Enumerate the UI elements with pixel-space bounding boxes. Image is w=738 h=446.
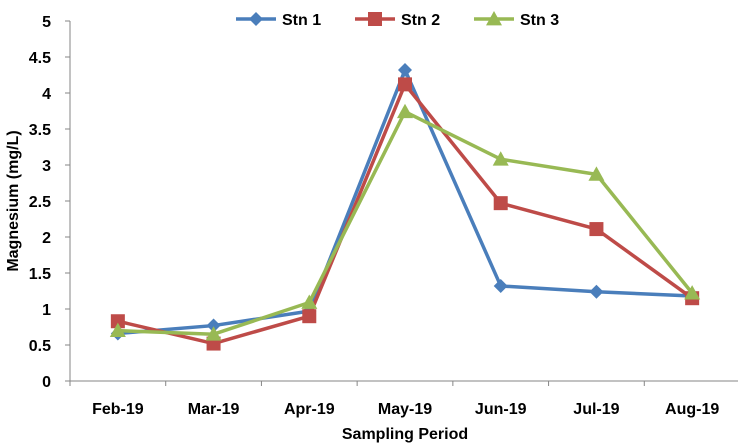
data-point [205, 326, 222, 341]
plot-area: 0 0.5 1 1.5 2 2.5 3 3.5 4 4.5 5 Feb-19 Mar-19 Apr-19… [29, 14, 738, 418]
legend-marker [368, 12, 382, 26]
data-point [398, 77, 412, 92]
y-tick-label: 2.5 [29, 194, 51, 211]
legend-label: Stn 2 [401, 12, 440, 29]
y-tick-label: 4 [42, 86, 51, 103]
series-layer [109, 62, 701, 351]
y-tick-label: 1 [42, 302, 51, 319]
data-point [589, 222, 604, 237]
x-tick-label: Apr-19 [284, 401, 335, 418]
data-point [398, 62, 412, 77]
x-axis-title: Sampling Period [342, 426, 468, 443]
data-point [589, 284, 604, 299]
data-point [301, 294, 318, 309]
y-tick-label: 5 [42, 14, 51, 31]
x-tick-label: Jul-19 [573, 401, 619, 418]
y-axis-ticks: 0 0.5 1 1.5 2 2.5 3 3.5 4 4.5 5 [29, 14, 70, 391]
x-tick-label: Mar-19 [188, 401, 240, 418]
data-point [493, 196, 508, 211]
y-tick-label: 2 [42, 230, 51, 247]
series-line [117, 109, 694, 336]
x-axis-ticks: Feb-19 Mar-19 Apr-19 May-19 Jun-19 Jul-19 Aug-… [69, 381, 719, 418]
legend: Stn 1 Stn 2 Stn 3 [236, 11, 559, 29]
data-point [109, 322, 126, 337]
y-tick-label: 4.5 [29, 50, 51, 67]
x-tick-label: May-19 [378, 401, 432, 418]
y-tick-label: 3.5 [29, 122, 51, 139]
x-tick-label: Jun-19 [475, 401, 527, 418]
data-point [302, 309, 317, 324]
data-point [206, 318, 221, 333]
data-point [492, 151, 509, 166]
y-tick-label: 1.5 [29, 266, 51, 283]
x-tick-label: Aug-19 [665, 401, 719, 418]
y-tick-label: 0 [42, 374, 51, 391]
data-point [110, 314, 125, 329]
legend-label: Stn 3 [520, 12, 559, 29]
series-stn-2 [110, 77, 700, 351]
legend-marker [486, 11, 502, 26]
series-line [117, 82, 694, 346]
x-tick-label: Feb-19 [92, 401, 144, 418]
data-point [493, 278, 508, 293]
y-tick-label: 0.5 [29, 338, 51, 355]
legend-marker [249, 12, 263, 26]
legend-label: Stn 1 [282, 12, 321, 29]
data-point [397, 103, 413, 119]
data-point [588, 166, 605, 181]
y-axis-title: Magnesium (mg/L) [5, 130, 22, 271]
y-tick-label: 3 [42, 158, 51, 175]
series-stn-3 [109, 103, 701, 341]
data-point [684, 285, 701, 300]
